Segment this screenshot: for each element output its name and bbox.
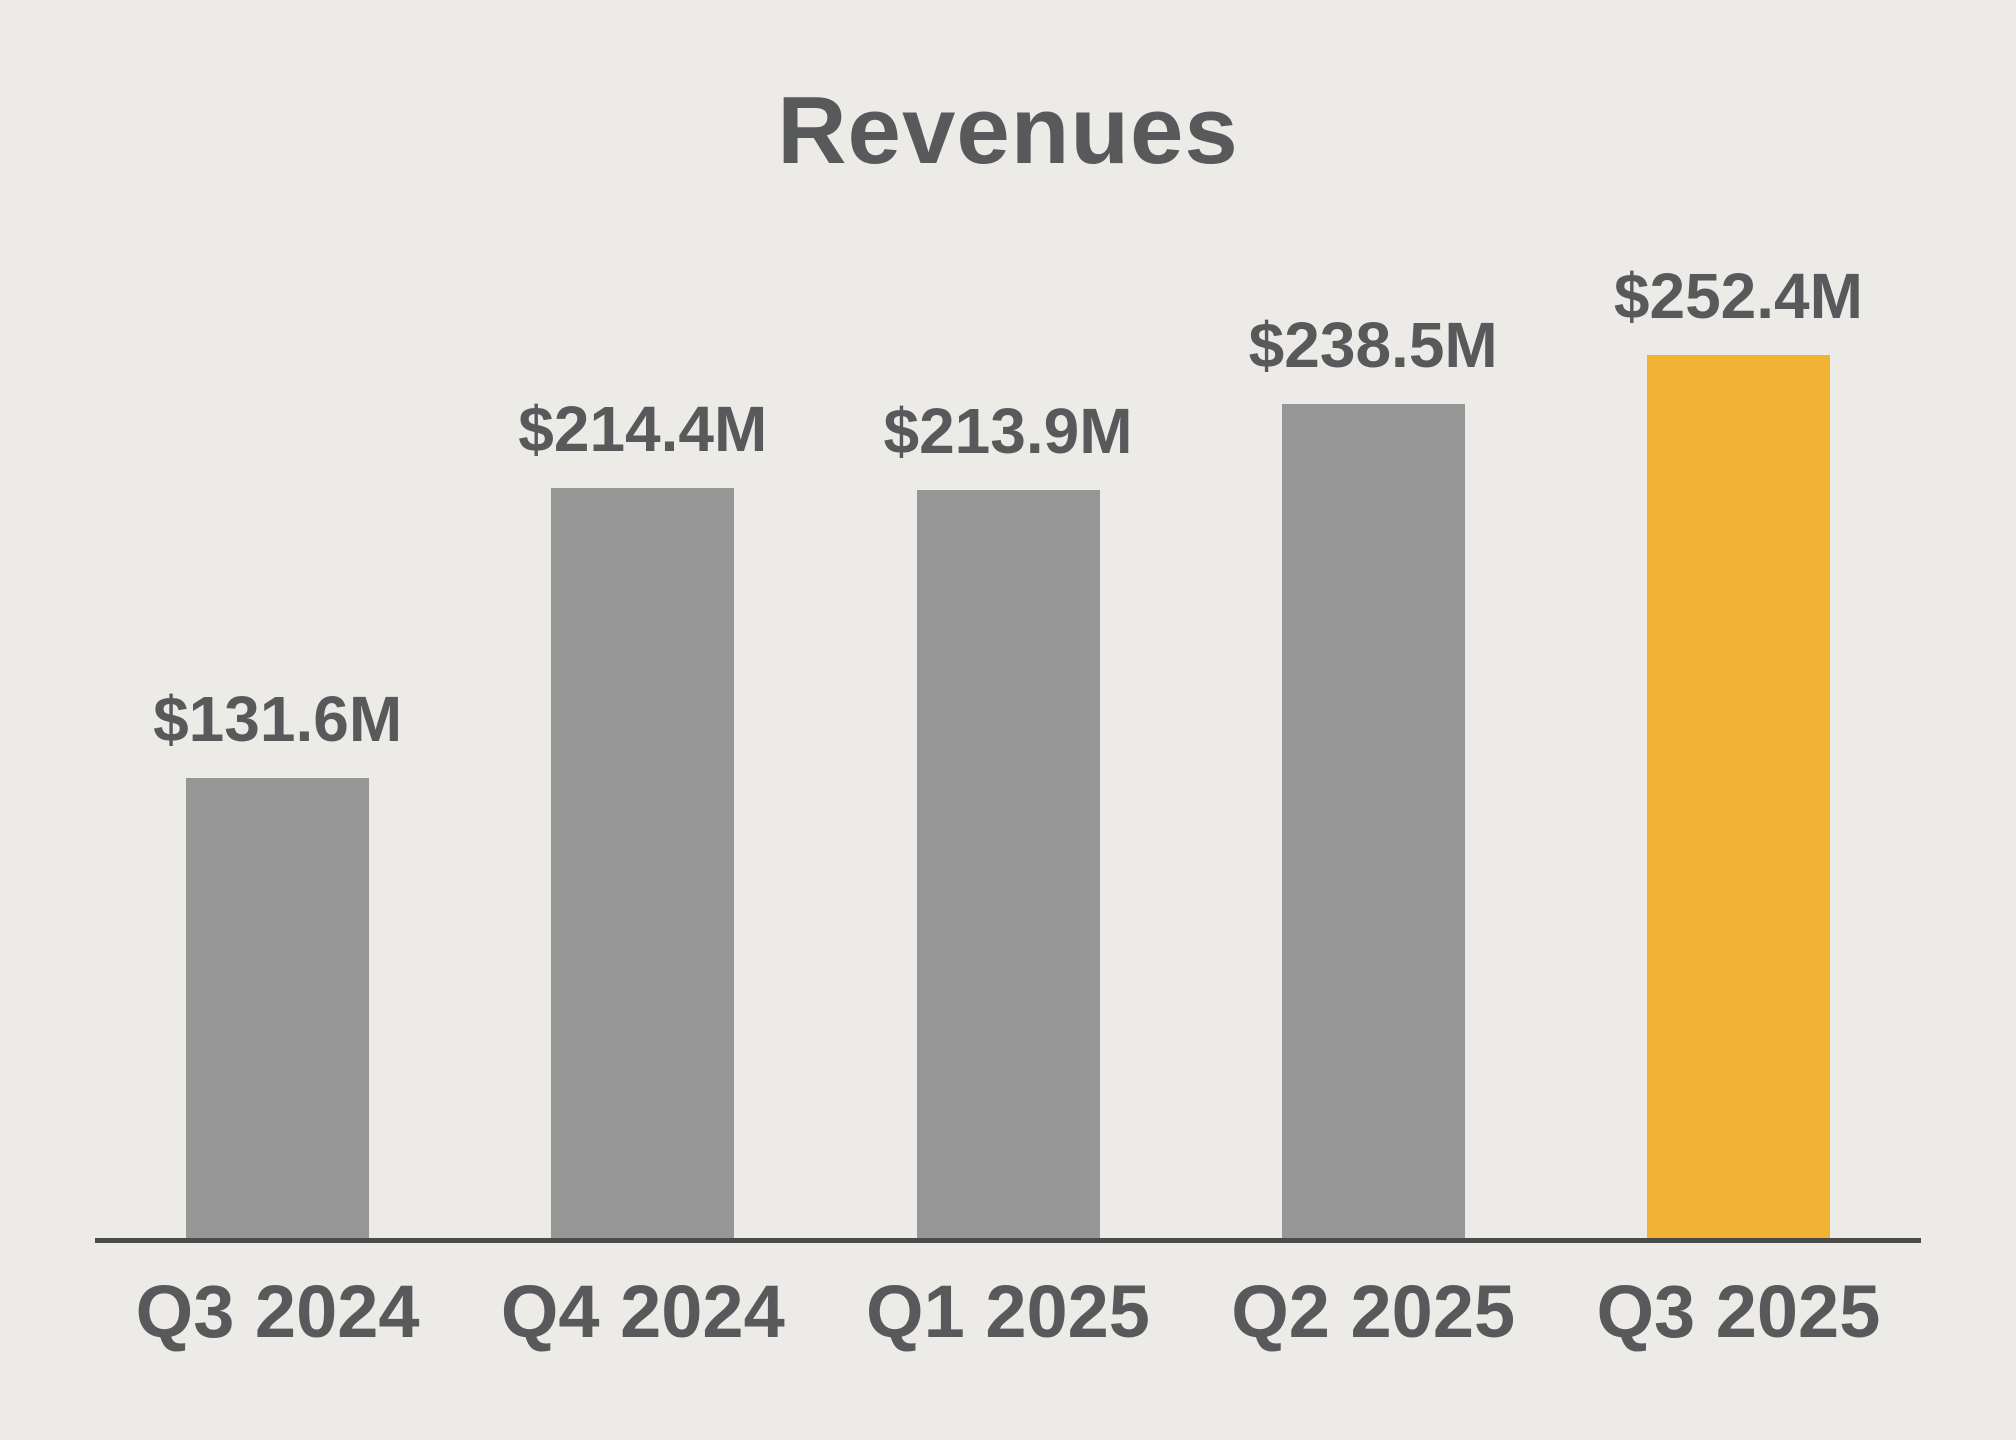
plot-area: $131.6M $214.4M $213.9M $238.5M $252.4M Q3 2… [95,186,1921,1354]
bar-q2-2025 [1281,404,1465,1238]
bar-value-label-q3-2024: $131.6M [153,683,403,755]
bar-value-label-q3-2025: $252.4M [1613,260,1863,332]
bar-group-q1-2025: $213.9M [825,394,1190,1238]
bar-group-q3-2025: $252.4M [1556,259,1921,1238]
bar-group-q4-2024: $214.4M [460,392,825,1238]
x-axis-label-q2-2025: Q2 2025 [1231,1270,1516,1353]
bar-value-label-q4-2024: $214.4M [518,393,768,465]
bar-value-label-q2-2025: $238.5M [1248,309,1498,381]
x-axis-label-q4-2024: Q4 2024 [500,1270,785,1353]
bar-q4-2024 [551,488,735,1238]
chart-title: Revenues [777,77,1239,184]
x-axis-labels: Q3 2024 Q4 2024 Q1 2025 Q2 2025 Q3 2025 [95,1269,1921,1354]
bar-value-label-q1-2025: $213.9M [883,395,1133,467]
bar-q1-2025 [916,490,1100,1238]
x-axis-line [95,1238,1921,1243]
x-axis-label-q3-2024: Q3 2024 [135,1270,420,1353]
x-axis-label-q1-2025: Q1 2025 [866,1270,1150,1353]
x-axis-label-q3-2025: Q3 2025 [1596,1270,1881,1353]
bars-container: $131.6M $214.4M $213.9M $238.5M $252.4M [95,186,1921,1238]
bar-group-q3-2024: $131.6M [95,682,460,1238]
bar-q3-2024 [186,778,370,1238]
bar-group-q2-2025: $238.5M [1191,308,1556,1238]
bar-q3-2025 [1646,355,1830,1238]
